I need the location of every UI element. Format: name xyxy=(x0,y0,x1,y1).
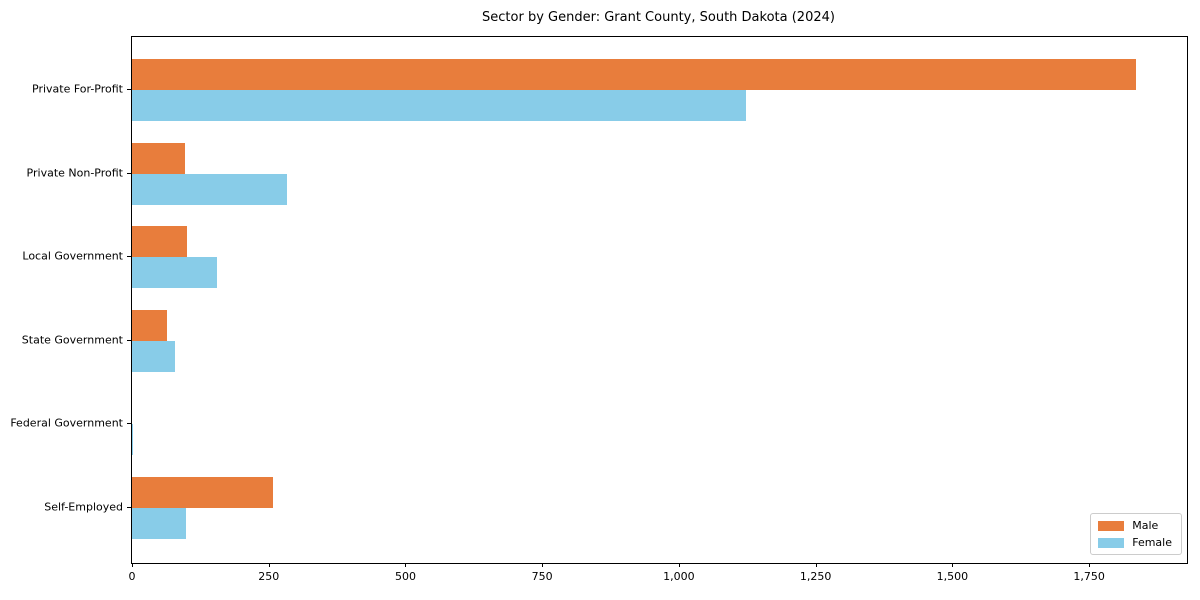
xtick-label-6: 1,500 xyxy=(936,570,969,583)
xtick-mark-3 xyxy=(542,563,544,567)
xtick-label-3: 750 xyxy=(531,570,553,583)
bar-male-3 xyxy=(132,309,167,341)
xtick-mark-2 xyxy=(405,563,407,567)
bar-female-2 xyxy=(132,257,217,288)
xtick-label-2: 500 xyxy=(394,570,416,583)
ytick-label-2: Local Government xyxy=(22,249,123,263)
ytick-mark-3 xyxy=(127,339,131,341)
ytick-mark-5 xyxy=(127,506,131,508)
xtick-mark-7 xyxy=(1089,563,1091,567)
ytick-label-5: Self-Employed xyxy=(44,500,123,513)
ytick-label-0: Private For-Profit xyxy=(32,82,123,96)
xtick-label-4: 1,000 xyxy=(663,570,695,583)
legend-entry-female: Female xyxy=(1098,537,1172,548)
bar-male-0 xyxy=(132,59,1136,90)
xtick-label-7: 1,750 xyxy=(1073,570,1105,583)
legend-label-female: Female xyxy=(1132,536,1172,549)
ytick-mark-0 xyxy=(127,89,131,90)
bar-male-2 xyxy=(132,226,187,257)
xtick-mark-1 xyxy=(268,563,270,567)
ytick-label-1: Private Non-Profit xyxy=(26,166,123,179)
xtick-mark-6 xyxy=(952,563,954,567)
plot-area: Male Female xyxy=(131,36,1188,564)
ytick-label-4: Federal Government xyxy=(10,416,123,430)
ytick-mark-4 xyxy=(127,423,131,424)
xtick-label-5: 1,250 xyxy=(799,570,832,583)
legend-label-male: Male xyxy=(1132,519,1159,532)
ytick-label-3: State Government xyxy=(21,333,123,346)
legend-entry-male: Male xyxy=(1098,520,1172,531)
xtick-mark-5 xyxy=(815,563,817,567)
bar-female-0 xyxy=(132,90,746,121)
chart-title: Sector by Gender: Grant County, South Da… xyxy=(482,10,835,25)
legend-swatch-male xyxy=(1098,520,1125,531)
legend: Male Female xyxy=(1090,513,1182,555)
bar-female-5 xyxy=(132,507,187,539)
ytick-mark-1 xyxy=(127,172,131,174)
bar-male-5 xyxy=(132,476,273,508)
bar-female-4 xyxy=(132,424,134,455)
xtick-mark-4 xyxy=(678,563,680,567)
bar-female-3 xyxy=(132,340,176,372)
legend-swatch-female xyxy=(1098,537,1125,548)
bar-female-1 xyxy=(132,173,287,205)
bar-male-1 xyxy=(132,142,186,174)
ytick-mark-2 xyxy=(127,256,131,257)
xtick-label-1: 250 xyxy=(258,570,280,583)
xtick-mark-0 xyxy=(132,563,133,567)
xtick-label-0: 0 xyxy=(128,570,136,583)
